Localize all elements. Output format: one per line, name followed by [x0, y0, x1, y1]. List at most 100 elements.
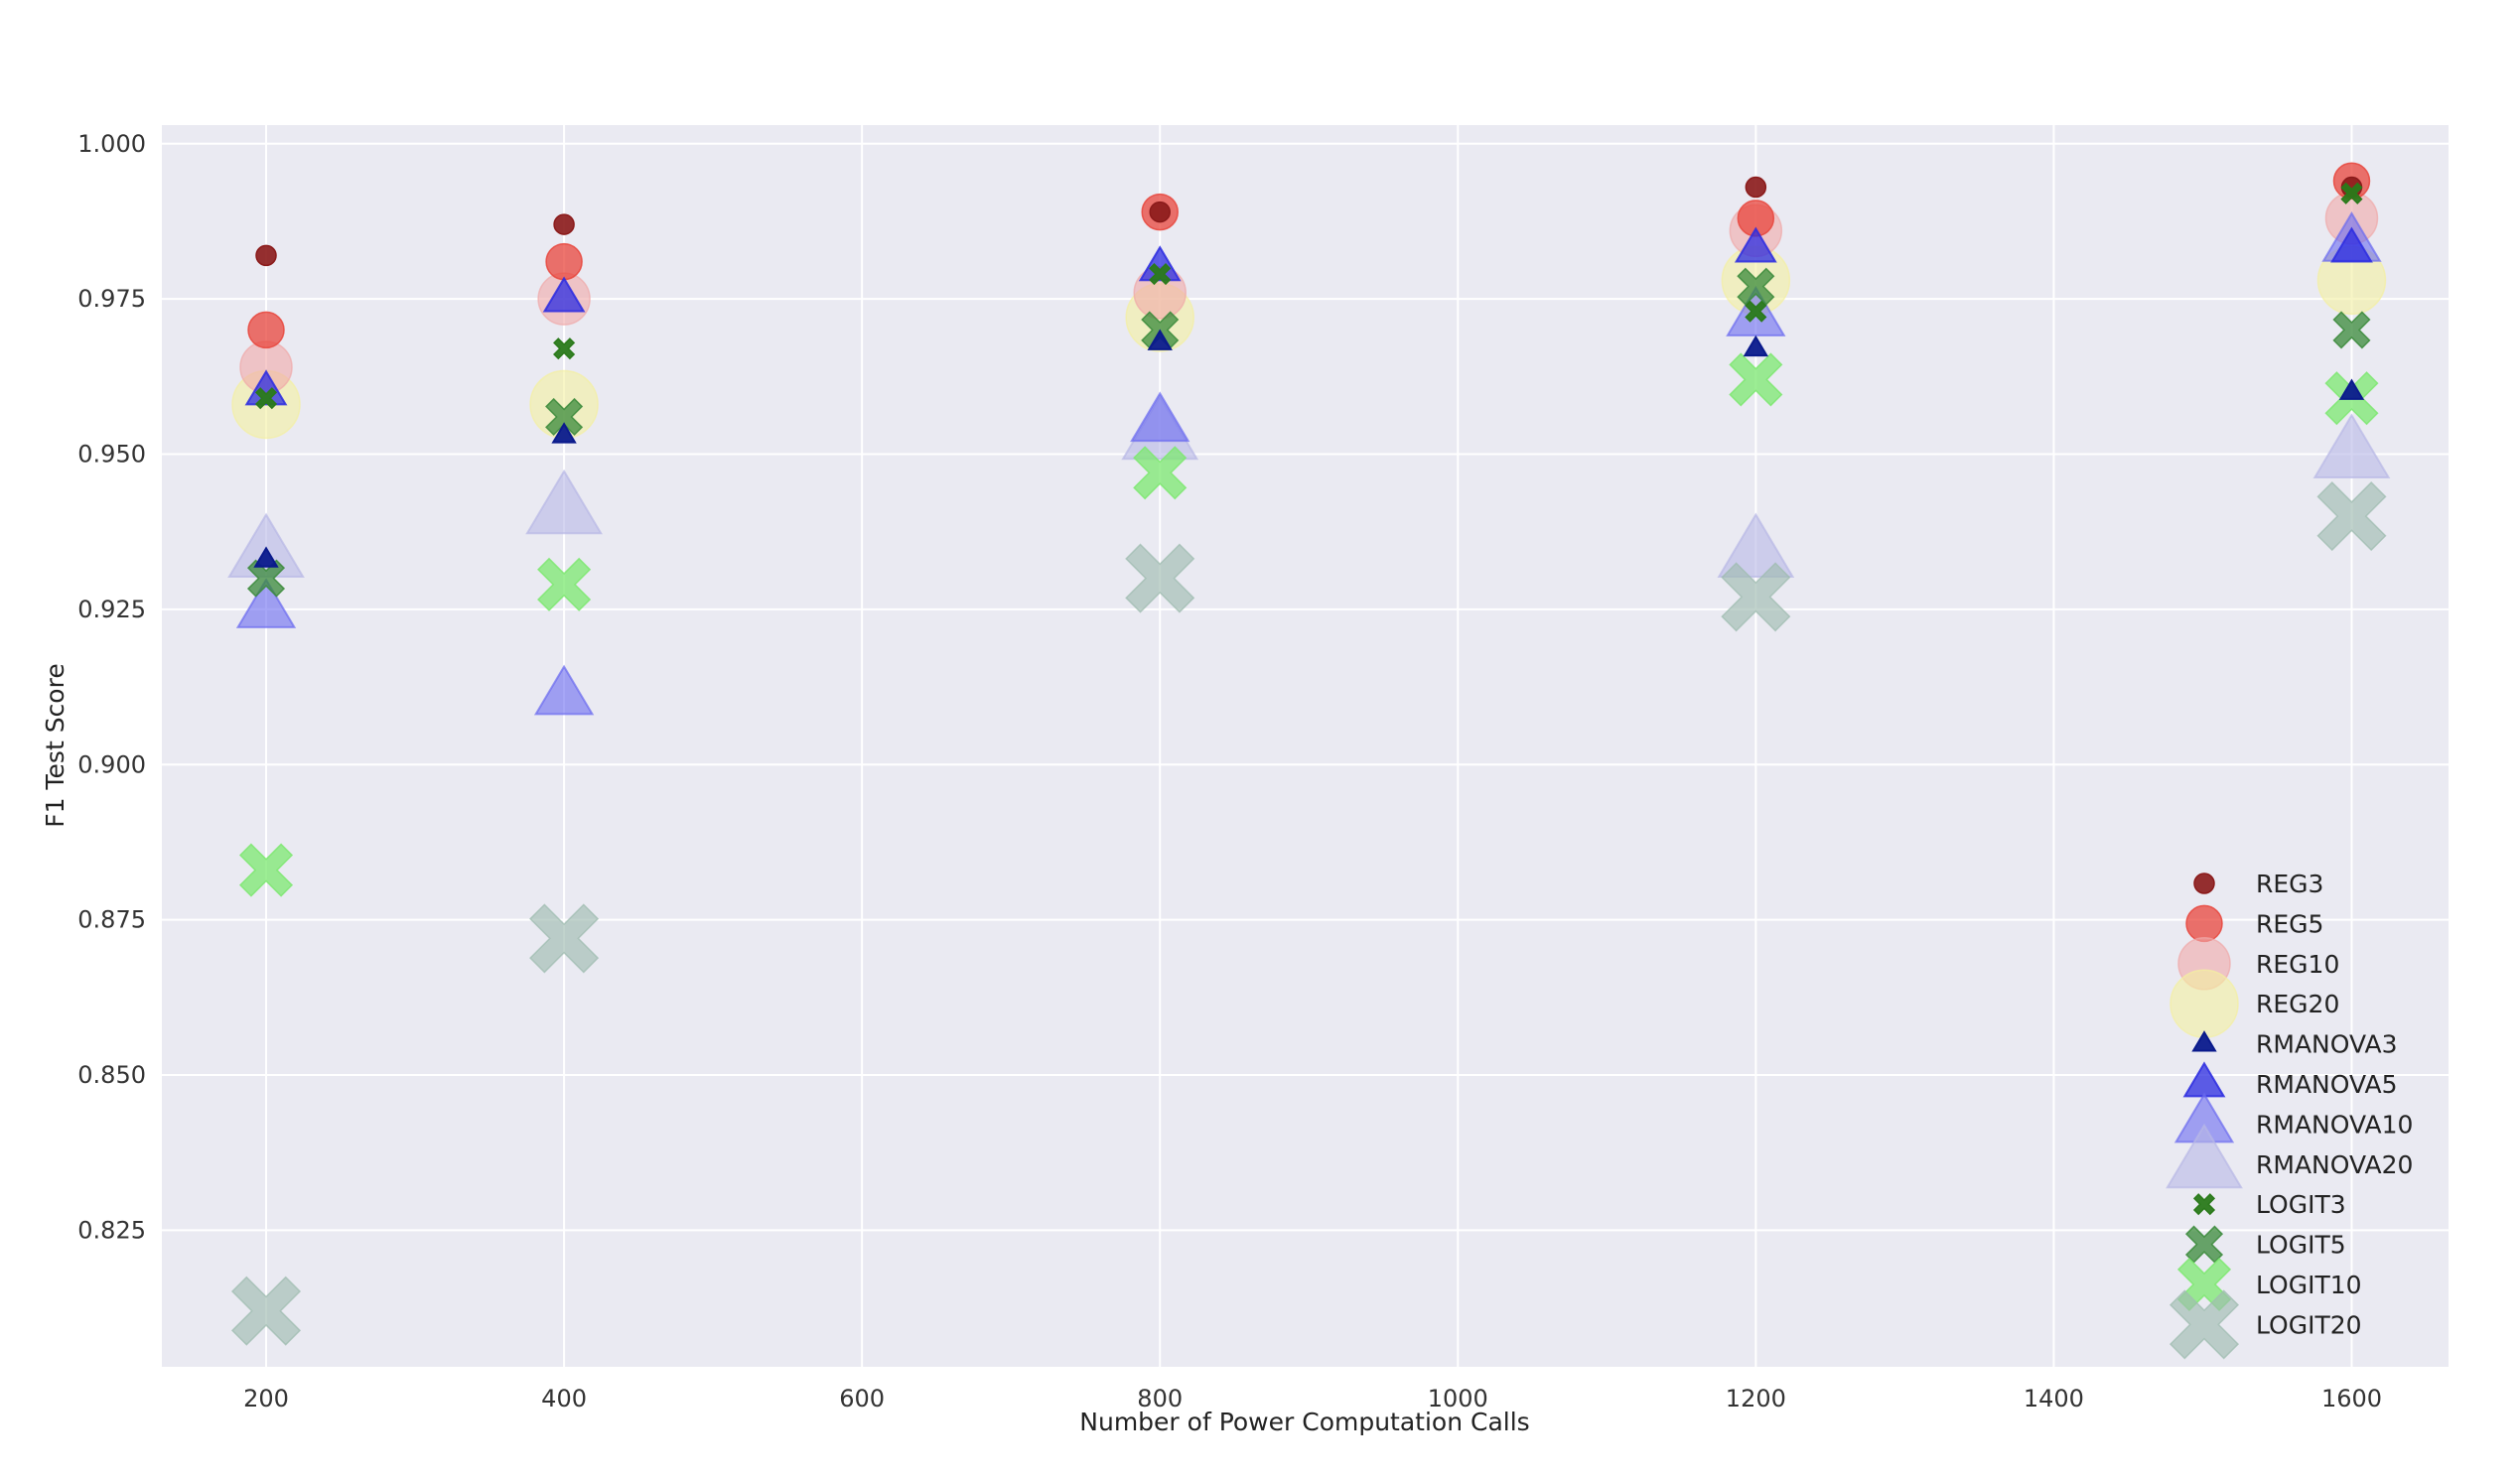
- legend-entry: RMANOVA3: [2191, 1030, 2398, 1059]
- point-rmanova3: [2338, 378, 2365, 400]
- point-reg3: [255, 244, 277, 267]
- legend-entry: RMANOVA5: [2182, 1061, 2398, 1099]
- legend-label: RMANOVA10: [2256, 1110, 2413, 1139]
- legend-marker: [2191, 1030, 2217, 1052]
- legend-label: LOGIT3: [2256, 1190, 2346, 1219]
- x-tick-label: 200: [243, 1385, 289, 1412]
- y-tick-label: 0.825: [77, 1216, 146, 1244]
- legend-entry: RMANOVA20: [2166, 1123, 2413, 1189]
- legend-label: LOGIT20: [2256, 1310, 2362, 1339]
- legend: REG3 REG5 REG10 REG20 RMANOVA3 RMANOVA5 RMANOV…: [2166, 870, 2413, 1360]
- point-reg3: [1745, 176, 1767, 199]
- y-tick-label: 0.925: [77, 596, 146, 623]
- series-logit20: [230, 481, 2387, 1346]
- point-rmanova5: [542, 276, 586, 313]
- point-logit3: [1745, 300, 1767, 323]
- point-reg3: [553, 213, 575, 235]
- plot-area-background: [162, 125, 2449, 1367]
- point-logit20: [230, 1276, 302, 1346]
- legend-label: REG3: [2256, 870, 2323, 898]
- point-logit10: [537, 557, 592, 611]
- series-reg5: [247, 162, 2371, 349]
- point-logit5: [246, 559, 286, 598]
- point-logit5: [545, 397, 584, 437]
- point-rmanova5: [2330, 226, 2373, 263]
- legend-marker: [2166, 1123, 2243, 1189]
- legend-label: REG20: [2256, 990, 2339, 1018]
- point-logit10: [238, 843, 294, 897]
- legend-label: LOGIT10: [2256, 1271, 2362, 1299]
- legend-marker: [2192, 1193, 2216, 1216]
- y-axis-label: F1 Test Score: [41, 663, 70, 827]
- legend-label: LOGIT5: [2256, 1231, 2346, 1260]
- legend-marker: [2193, 873, 2215, 894]
- point-rmanova3: [1147, 329, 1173, 350]
- series-rmanova5: [244, 226, 2373, 406]
- series-rmanova3: [253, 329, 2365, 568]
- legend-entry: REG5: [2185, 904, 2323, 943]
- point-logit5: [2332, 311, 2371, 349]
- point-logit10: [1133, 446, 1188, 500]
- point-logit3: [2340, 182, 2363, 204]
- series-logit10: [238, 352, 2379, 897]
- point-rmanova3: [1743, 335, 1769, 357]
- y-tick-label: 0.950: [77, 441, 146, 469]
- data-points: [227, 162, 2391, 1346]
- legend-marker: [2169, 1289, 2240, 1360]
- x-axis-label: Number of Power Computation Calls: [1079, 1408, 1529, 1436]
- legend-label: REG10: [2256, 950, 2339, 979]
- point-reg3: [1149, 201, 1171, 223]
- point-rmanova5: [1138, 245, 1182, 282]
- point-reg5: [545, 242, 583, 281]
- y-tick-label: 0.975: [77, 285, 146, 313]
- point-logit20: [529, 903, 600, 974]
- legend-marker: [2170, 969, 2239, 1038]
- legend-marker: [2185, 904, 2223, 943]
- legend-label: RMANOVA3: [2256, 1030, 2398, 1059]
- point-logit20: [2316, 481, 2387, 552]
- x-tick-label: 1400: [2024, 1385, 2084, 1412]
- legend-label: RMANOVA20: [2256, 1150, 2413, 1179]
- x-tick-label: 400: [541, 1385, 587, 1412]
- legend-entry: LOGIT5: [2184, 1225, 2346, 1264]
- point-logit5: [1737, 267, 1775, 306]
- legend-entry: REG20: [2170, 969, 2339, 1038]
- legend-entry: LOGIT3: [2192, 1190, 2346, 1219]
- y-tick-label: 0.900: [77, 750, 146, 778]
- point-logit20: [1721, 562, 1791, 632]
- point-rmanova3: [551, 422, 577, 444]
- point-logit3: [1149, 263, 1172, 286]
- point-rmanova5: [1734, 226, 1777, 263]
- y-tick-label: 1.000: [77, 130, 146, 158]
- point-logit3: [553, 337, 576, 360]
- point-logit20: [1125, 543, 1195, 613]
- point-rmanova20: [1717, 512, 1795, 579]
- point-rmanova10: [533, 664, 595, 716]
- y-tick-label: 0.850: [77, 1061, 146, 1089]
- point-rmanova5: [244, 369, 288, 406]
- x-tick-label: 1000: [1428, 1385, 1488, 1412]
- point-rmanova10: [235, 578, 297, 628]
- y-tick-label: 0.875: [77, 906, 146, 934]
- series-logit3: [254, 182, 2363, 410]
- point-rmanova20: [2312, 413, 2391, 478]
- legend-label: RMANOVA5: [2256, 1070, 2398, 1099]
- legend-label: REG5: [2256, 909, 2323, 938]
- point-rmanova10: [1130, 391, 1190, 443]
- legend-entry: LOGIT20: [2169, 1289, 2362, 1360]
- x-tick-label: 1200: [1726, 1385, 1786, 1412]
- point-rmanova20: [525, 469, 603, 535]
- legend-marker: [2184, 1225, 2224, 1264]
- point-rmanova3: [253, 546, 279, 568]
- x-axis-tick-labels: 200 400 600 800 1000 1200 1400 1600: [243, 1385, 2382, 1412]
- y-axis-tick-labels: 0.825 0.850 0.875 0.900 0.925 0.950 0.975 1.000: [77, 130, 146, 1245]
- legend-entry: REG3: [2193, 870, 2323, 898]
- legend-entry: RMANOVA10: [2173, 1092, 2413, 1143]
- point-logit10: [1729, 352, 1783, 407]
- point-logit3: [254, 387, 278, 410]
- point-reg5: [247, 311, 285, 349]
- x-tick-label: 1600: [2321, 1385, 2382, 1412]
- series-rmanova10: [235, 210, 2382, 716]
- x-tick-label: 600: [839, 1385, 885, 1412]
